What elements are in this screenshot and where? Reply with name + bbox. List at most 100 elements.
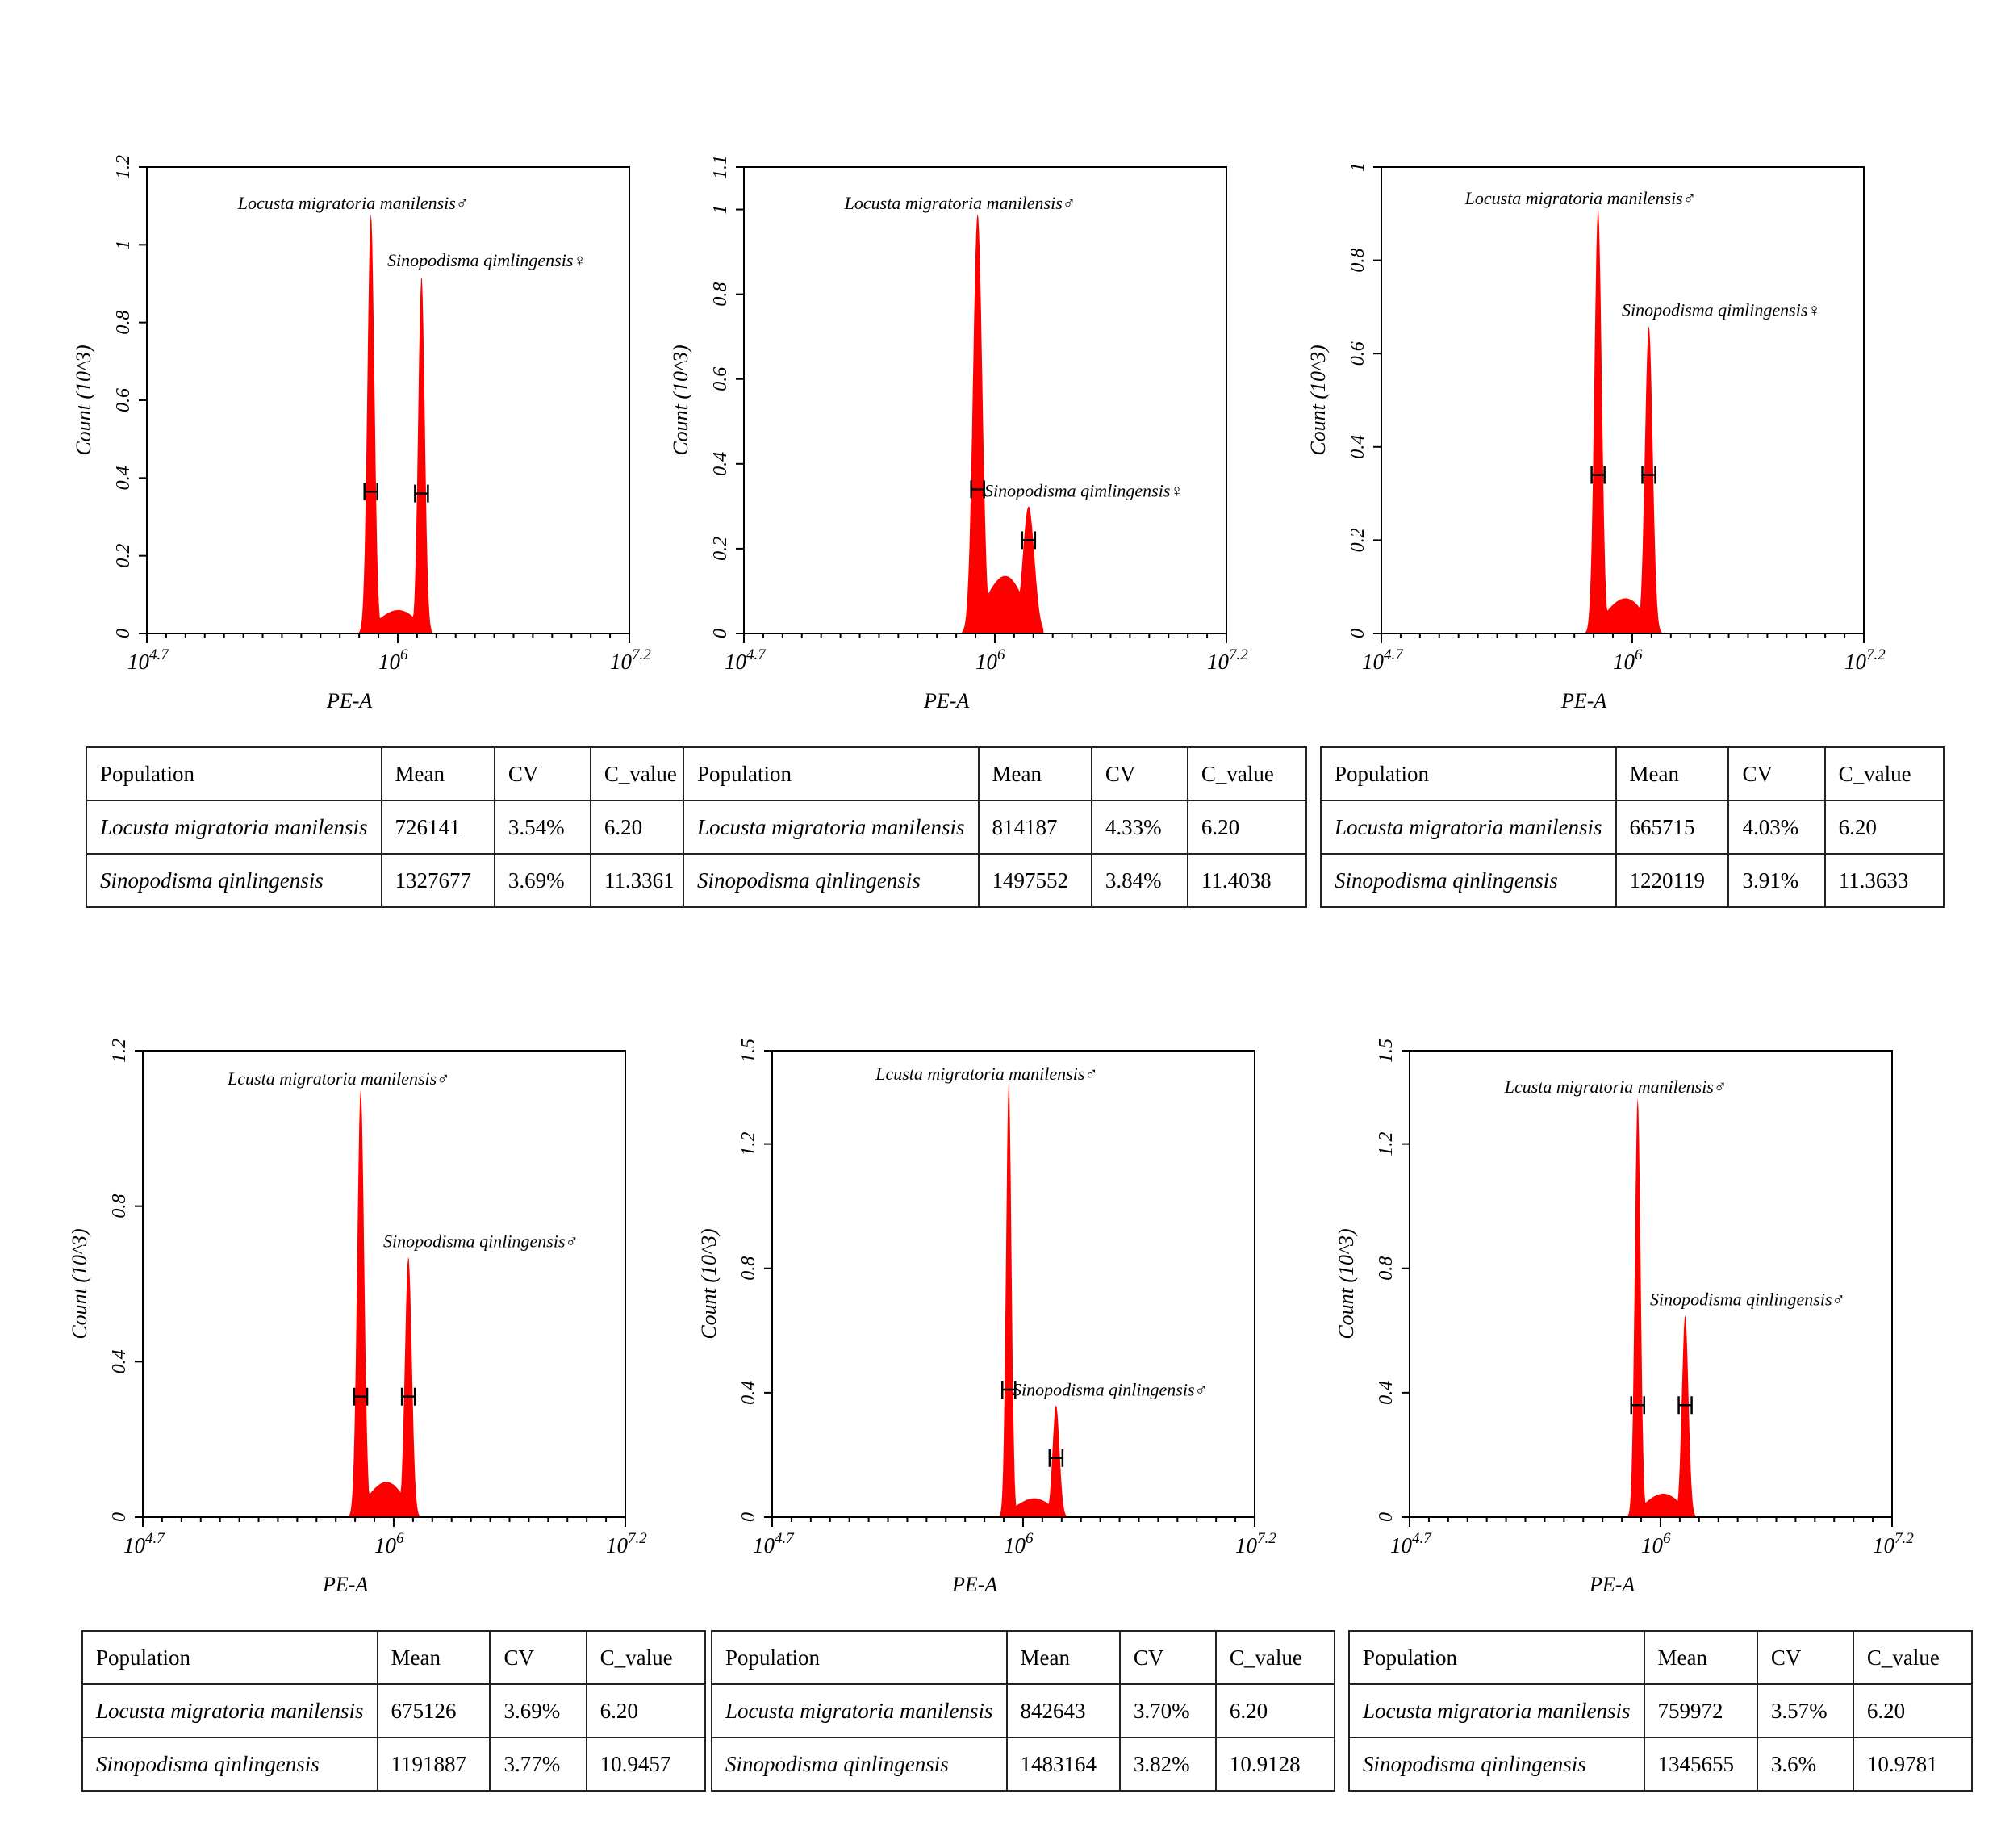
plot-frame (146, 166, 630, 634)
column-header: CV (1118, 1630, 1217, 1685)
value-cell: 6.20 (1186, 800, 1308, 855)
plot-frame (1381, 166, 1865, 634)
table-row: Sinopodisma qinlingensis 1327677 3.69% 11.3… (86, 853, 711, 908)
x-tick-exponent: 7.2 (628, 1530, 647, 1547)
value-cell: 10.9457 (585, 1737, 707, 1792)
x-axis-label: PE-A (322, 1573, 368, 1596)
population-stats-table: Population Mean CV C_value Locusta migratori… (1320, 746, 1945, 908)
y-tick-label: 0.6 (710, 367, 731, 391)
species-cell: Locusta migratoria manilensis (86, 800, 382, 855)
peak-label: Locusta migratoria manilensis♂ (844, 193, 1076, 213)
column-header: Mean (1005, 1630, 1121, 1685)
species-cell: Locusta migratoria manilensis (711, 1683, 1008, 1738)
plot-frame (1409, 1050, 1893, 1518)
x-tick-exponent: 6 (1026, 1530, 1034, 1547)
y-tick-label: 0.8 (738, 1256, 759, 1281)
species-cell: Sinopodisma qinlingensis (711, 1737, 1008, 1792)
y-tick-label: 0.4 (113, 466, 134, 490)
histogram-area (1381, 210, 1864, 633)
value-cell: 1220119 (1615, 853, 1730, 908)
x-tick-exponent: 4.7 (1384, 646, 1404, 663)
x-tick-exponent: 6 (396, 1530, 404, 1547)
column-header: Population (86, 746, 382, 801)
value-cell: 3.57% (1756, 1683, 1854, 1738)
y-tick-label: 0.4 (738, 1381, 759, 1405)
value-cell: 3.69% (489, 1683, 587, 1738)
table-row: Locusta migratoria manilensis 814187 4.33%… (683, 800, 1308, 855)
column-header: Population (81, 1630, 378, 1685)
x-axis-label: PE-A (1560, 689, 1606, 713)
x-tick-base: 10 (606, 1533, 629, 1557)
y-tick-label: 0 (109, 1512, 130, 1522)
y-tick-label: 0.4 (710, 452, 731, 476)
peak-label: Locusta migratoria manilensis♂ (1464, 188, 1697, 208)
gate-marker (1048, 1449, 1064, 1467)
y-tick-label: 0.6 (113, 388, 134, 412)
table-row: Sinopodisma qinlingensis 1345655 3.6% 10.97… (1348, 1737, 1974, 1792)
y-tick-label: 1 (710, 205, 731, 215)
species-cell: Sinopodisma qinlingensis (86, 853, 382, 908)
value-cell: 3.82% (1118, 1737, 1217, 1792)
value-cell: 1483164 (1005, 1737, 1121, 1792)
peak-label: Sinopodisma qinlingensis♂ (383, 1231, 579, 1251)
peak-label: Sinopodisma qinlingensis♂ (1013, 1379, 1208, 1399)
y-axis-label: Count (10^3) (669, 345, 692, 455)
column-header: Mean (1615, 746, 1730, 801)
y-tick-label: 1.2 (738, 1132, 759, 1156)
value-cell: 1497552 (977, 853, 1092, 908)
y-tick-label: 0.8 (1347, 249, 1368, 273)
plot-frame (743, 166, 1227, 634)
x-tick-label: 106 (1613, 646, 1643, 674)
table-row: Sinopodisma qinlingensis 1220119 3.91% 11.3… (1320, 853, 1945, 908)
column-header: Population (1320, 746, 1617, 801)
value-cell: 759972 (1643, 1683, 1758, 1738)
x-tick-base: 10 (127, 650, 150, 674)
x-tick-exponent: 4.7 (775, 1530, 795, 1547)
y-tick-label: 0.8 (1376, 1256, 1397, 1281)
x-axis-label: PE-A (923, 689, 969, 713)
x-tick-base: 10 (975, 650, 998, 674)
histogram-area (744, 213, 1226, 633)
x-tick-label: 107.2 (606, 1530, 647, 1557)
y-tick-label: 1.5 (738, 1039, 759, 1063)
x-tick-exponent: 7.2 (1229, 646, 1248, 663)
y-tick-label: 0 (710, 629, 731, 638)
y-tick-label: 0.4 (109, 1349, 130, 1373)
plot-frame (771, 1050, 1255, 1518)
value-cell: 3.54% (493, 800, 591, 855)
y-tick-label: 1 (1347, 162, 1368, 172)
table-row: Locusta migratoria manilensis 675126 3.69%… (81, 1683, 707, 1738)
x-tick-base: 10 (753, 1533, 775, 1557)
x-tick-label: 104.7 (1362, 646, 1404, 674)
column-header: Mean (977, 746, 1092, 801)
species-cell: Sinopodisma qinlingensis (81, 1737, 378, 1792)
x-tick-exponent: 6 (1663, 1530, 1671, 1547)
y-tick-label: 1 (113, 240, 134, 249)
value-cell: 3.69% (493, 853, 591, 908)
column-header: CV (493, 746, 591, 801)
x-tick-label: 107.2 (610, 646, 651, 674)
value-cell: 3.6% (1756, 1737, 1854, 1792)
gate-marker (1590, 466, 1606, 484)
y-axis-label: Count (10^3) (72, 345, 95, 455)
plot-frame (142, 1050, 626, 1518)
y-tick-label: 1.5 (1376, 1039, 1397, 1063)
y-tick-label: 0 (1376, 1512, 1397, 1522)
y-axis-label: Count (10^3) (68, 1228, 91, 1339)
x-tick-label: 107.2 (1844, 646, 1886, 674)
histogram-area (772, 1082, 1255, 1517)
x-tick-base: 10 (1004, 1533, 1026, 1557)
x-tick-label: 104.7 (725, 646, 767, 674)
table-row: Locusta migratoria manilensis 726141 3.54%… (86, 800, 711, 855)
x-tick-base: 10 (374, 1533, 397, 1557)
column-header: C_value (1186, 746, 1308, 801)
x-tick-base: 10 (1641, 1533, 1664, 1557)
peak-label: Lcusta migratoria manilensis♂ (1504, 1077, 1727, 1097)
species-cell: Sinopodisma qinlingensis (683, 853, 980, 908)
y-tick-label: 0.8 (710, 282, 731, 307)
x-tick-exponent: 7.2 (1257, 1530, 1276, 1547)
table-header-row: Population Mean CV C_value (81, 1630, 707, 1685)
peak-label: Locusta migratoria manilensis♂ (237, 193, 470, 213)
gate-marker (1677, 1396, 1693, 1415)
